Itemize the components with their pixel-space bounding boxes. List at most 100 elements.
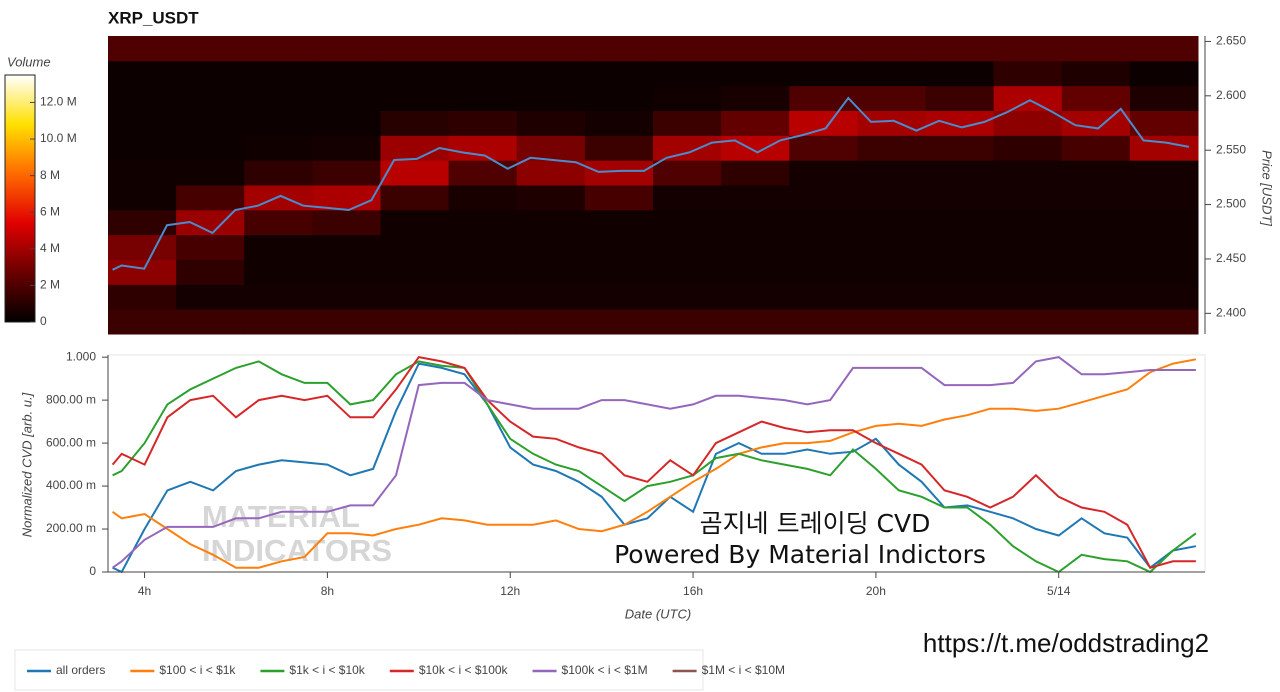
- heatmap-cell: [1061, 259, 1131, 285]
- heatmap-cell: [380, 110, 450, 136]
- heatmap-cell: [584, 110, 654, 136]
- heatmap-cell: [993, 259, 1063, 285]
- heatmap-cell: [993, 309, 1063, 335]
- heatmap-cell: [653, 259, 722, 285]
- heatmap-cell: [1129, 185, 1199, 211]
- heatmap-cell: [1061, 309, 1131, 335]
- heatmap-cell: [312, 309, 381, 335]
- heatmap-cell: [176, 85, 245, 111]
- heatmap-cell: [244, 309, 313, 335]
- legend-label: $1M < i < $10M: [702, 663, 785, 677]
- heatmap-cell: [108, 85, 177, 111]
- heatmap-cell: [312, 234, 381, 260]
- y-tick-label: 0: [89, 564, 96, 578]
- heatmap-cell: [516, 60, 586, 87]
- heatmap-cell: [176, 160, 245, 186]
- heatmap-cell: [993, 60, 1063, 87]
- heatmap-cell: [857, 209, 926, 236]
- legend-label: $10k < i < $100k: [419, 663, 509, 677]
- heatmap-cell: [993, 135, 1063, 161]
- link-text: https://t.me/oddstrading2: [923, 628, 1209, 658]
- x-tick-label: 16h: [683, 584, 703, 598]
- heatmap-cell: [1129, 209, 1199, 236]
- heatmap-cell: [925, 135, 995, 161]
- heatmap-cell: [516, 284, 586, 310]
- heatmap-cell: [312, 259, 381, 285]
- series-line: [112, 362, 1197, 574]
- heatmap-cell: [244, 284, 313, 310]
- heatmap-cell: [516, 110, 586, 136]
- heatmap-cell: [176, 135, 245, 161]
- heatmap-cell: [789, 60, 858, 87]
- heatmap-cell: [925, 160, 995, 186]
- y-tick-label: 2.400: [1216, 306, 1246, 320]
- heatmap-cell: [380, 60, 450, 87]
- y-tick-label: 400.00 m: [46, 478, 96, 492]
- heatmap-cell: [993, 160, 1063, 186]
- heatmap-cell: [516, 85, 586, 111]
- heatmap-cell: [380, 259, 450, 285]
- heatmap-cell: [925, 234, 995, 260]
- colorbar-tick-label: 8 M: [40, 168, 60, 182]
- heatmap-cell: [721, 284, 790, 310]
- heatmap-cell: [1129, 85, 1199, 111]
- heatmap-cell: [312, 209, 381, 236]
- heatmap-cell: [1061, 135, 1131, 161]
- heatmap-cell: [584, 60, 654, 87]
- heatmap-cell: [584, 36, 654, 62]
- y-tick-label: 200.00 m: [46, 521, 96, 535]
- colorbar: [4, 74, 36, 323]
- heatmap-cell: [244, 135, 313, 161]
- heatmap-cell: [176, 110, 245, 136]
- chart-title: XRP_USDT: [108, 8, 199, 27]
- heatmap-cell: [653, 110, 722, 136]
- heatmap-cell: [857, 284, 926, 310]
- heatmap-cell: [1061, 160, 1131, 186]
- x-axis-title: Date (UTC): [625, 606, 691, 621]
- price-line: [112, 96, 1190, 271]
- heatmap-cell: [1061, 185, 1131, 211]
- heatmap-cell: [108, 259, 177, 285]
- heatmap-cell: [789, 160, 858, 186]
- heatmap-cell: [380, 309, 450, 335]
- heatmap-cell: [789, 110, 858, 136]
- legend-label: $1k < i < $10k: [289, 663, 365, 677]
- heatmap-cell: [993, 185, 1063, 211]
- heatmap-cell: [448, 185, 518, 211]
- heatmap-cell: [857, 60, 926, 87]
- heatmap-cell: [516, 209, 586, 236]
- heatmap-cell: [925, 36, 995, 62]
- heatmap-cell: [108, 284, 177, 310]
- heatmap-cell: [448, 234, 518, 260]
- heatmap-cell: [653, 36, 722, 62]
- y-tick-label: 1.000: [66, 349, 96, 363]
- heatmap-cell: [721, 209, 790, 236]
- heatmap-cell: [1061, 284, 1131, 310]
- heatmap-cell: [448, 259, 518, 285]
- heatmap-cell: [653, 85, 722, 111]
- heatmap-cell: [721, 309, 790, 335]
- heatmap-cell: [925, 60, 995, 87]
- colorbar-tick-label: 10.0 M: [40, 131, 77, 145]
- heatmap-cell: [108, 309, 177, 335]
- heatmap-cell: [516, 160, 586, 186]
- heatmap-cell: [516, 135, 586, 161]
- watermark: INDICATORS: [202, 533, 392, 568]
- legend-box: [14, 649, 704, 691]
- heatmap-cell: [380, 209, 450, 236]
- heatmap-cell: [244, 110, 313, 136]
- heatmap-cell: [857, 135, 926, 161]
- heatmap-cell: [108, 160, 177, 186]
- heatmap-cell: [721, 160, 790, 186]
- heatmap-cell: [448, 110, 518, 136]
- heatmap-cell: [176, 259, 245, 285]
- annotation: 곰지네 트레이딩 CVD: [700, 509, 931, 538]
- heatmap-cell: [176, 309, 245, 335]
- heatmap-cell: [108, 135, 177, 161]
- heatmap-cell: [789, 259, 858, 285]
- x-tick-label: 20h: [866, 584, 886, 598]
- heatmap-cell: [1061, 85, 1131, 111]
- heatmap-cell: [516, 36, 586, 62]
- colorbar-title: Volume: [7, 54, 51, 69]
